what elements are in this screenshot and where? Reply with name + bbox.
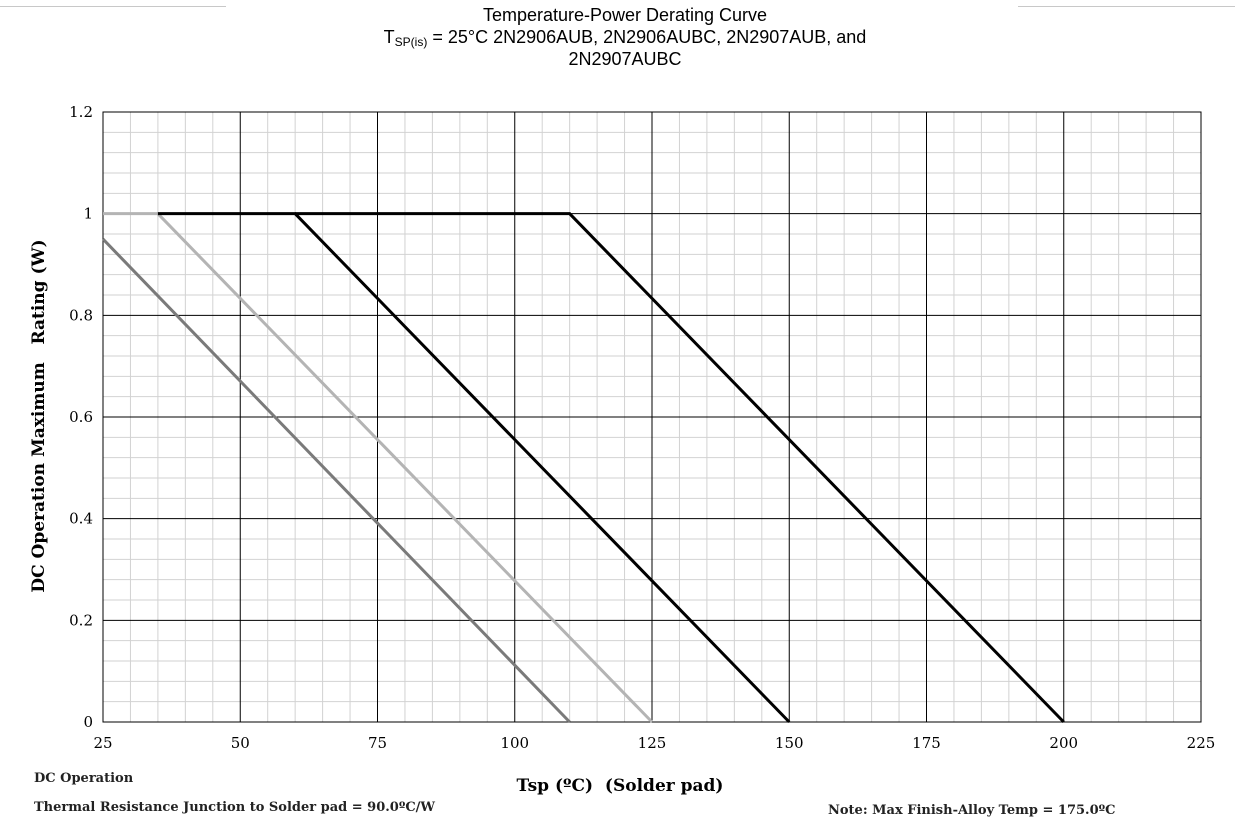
footnote-max-temp: Note: Max Finish-Alloy Temp = 175.0ºC [828, 803, 1116, 818]
title-line-1: Temperature-Power Derating Curve [482, 5, 768, 25]
tick-labels: 25 50 75 100 125 150 175 200 225 0 0.2 0.4 0.6 0.8 1 1.… [69, 103, 1215, 752]
title-line-3: 2N2907AUBC [568, 49, 682, 69]
y-tick-label: 0.6 [69, 408, 93, 426]
series-line-3 [157, 212, 791, 724]
title-subscript: SP(is) [394, 35, 428, 49]
y-tick-label: 1 [83, 205, 93, 223]
x-axis-label: Tsp (ºC) (Solder pad) [517, 776, 724, 796]
frame-top-right-line [1018, 6, 1235, 7]
title-line-2: TSP(is) = 25°C 2N2906AUB, 2N2906AUBC, 2N… [230, 26, 1020, 48]
x-tick-label: 125 [638, 734, 667, 752]
chart-title: Temperature-Power Derating Curve TSP(is)… [230, 4, 1020, 70]
x-tick-label: 100 [500, 734, 529, 752]
footnote-dc-operation: DC Operation [34, 771, 134, 786]
y-tick-label: 0 [83, 713, 93, 731]
x-tick-label: 150 [775, 734, 804, 752]
series-line-4 [295, 212, 1065, 724]
series-line-1 [101, 238, 571, 724]
x-tick-label: 50 [231, 734, 250, 752]
y-tick-label: 1.2 [69, 103, 93, 121]
footnote-thermal-resistance: Thermal Resistance Junction to Solder pa… [34, 800, 436, 815]
y-tick-label: 0.8 [69, 306, 93, 324]
x-tick-label: 200 [1049, 734, 1078, 752]
x-tick-label: 25 [93, 734, 112, 752]
title-symbol: T [383, 27, 395, 47]
y-tick-label: 0.2 [69, 611, 93, 629]
x-tick-label: 175 [912, 734, 941, 752]
frame-top-left-line [0, 6, 226, 7]
y-tick-label: 0.4 [69, 510, 93, 528]
x-tick-label: 75 [368, 734, 387, 752]
title-line-2-text: = 25°C 2N2906AUB, 2N2906AUBC, 2N2907AUB,… [427, 27, 867, 47]
series-group [101, 212, 1065, 724]
y-axis-label: DC Operation Maximum Rating (W) [29, 239, 49, 592]
x-tick-label: 225 [1187, 734, 1216, 752]
